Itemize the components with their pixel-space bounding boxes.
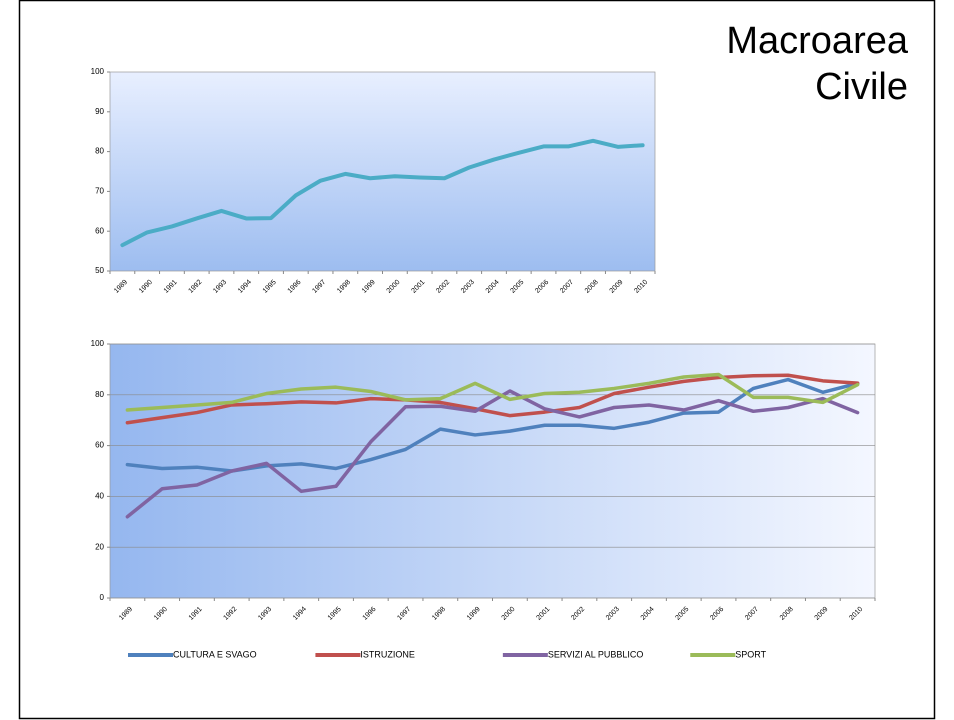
x-tick-label: 1993 [257,606,273,622]
y-tick-label: 60 [95,226,104,235]
x-tick-label: 2002 [435,279,451,295]
x-tick-label: 2010 [633,279,649,295]
x-tick-label: 1996 [287,279,303,295]
x-tick-label: 2004 [485,279,501,295]
x-tick-label: 1991 [163,279,179,295]
x-tick-label: 2010 [848,606,864,622]
x-tick-label: 1989 [118,606,134,622]
x-tick-label: 2006 [709,606,725,622]
y-tick-label: 0 [100,593,105,602]
x-tick-label: 1995 [262,279,278,295]
x-tick-label: 1996 [362,606,378,622]
x-tick-label: 1998 [336,279,352,295]
y-tick-label: 90 [95,107,104,116]
x-tick-label: 2009 [814,606,830,622]
x-tick-label: 1994 [292,606,308,622]
x-tick-label: 1999 [466,606,482,622]
y-tick-label: 50 [95,266,104,275]
series-line [125,372,860,412]
x-tick-label: 2004 [640,606,656,622]
x-tick-label: 1994 [237,279,253,295]
legend-label: CULTURA E SVAGO [173,649,257,659]
x-tick-label: 2005 [510,279,526,295]
y-tick-label: 20 [95,542,104,551]
legend-label: SERVIZI AL PUBBLICO [548,649,644,659]
y-tick-label: 40 [95,492,104,501]
x-tick-label: 1991 [188,606,204,622]
slide-title: Macroarea Civile [726,20,908,108]
y-tick-label: 70 [95,187,104,196]
x-tick-label: 2008 [779,606,795,622]
x-tick-label: 2006 [534,279,550,295]
slide-border [18,0,936,720]
y-tick-label: 60 [95,441,104,450]
x-tick-label: 1993 [212,279,228,295]
x-tick-label: 2001 [535,606,551,622]
x-tick-label: 1992 [187,279,203,295]
x-tick-label: 2007 [559,279,575,295]
x-tick-label: 2009 [609,279,625,295]
x-tick-label: 1998 [431,606,447,622]
x-tick-label: 1997 [311,279,327,295]
y-tick-label: 100 [91,339,105,348]
y-tick-label: 80 [95,147,104,156]
x-tick-label: 2001 [410,279,426,295]
x-tick-label: 1999 [361,279,377,295]
x-tick-label: 2000 [386,279,402,295]
legend-label: ISTRUZIONE [360,649,415,659]
x-tick-label: 2008 [584,279,600,295]
series-line [120,138,645,248]
x-tick-label: 2003 [460,279,476,295]
series-line [125,389,860,519]
x-tick-label: 1990 [138,279,154,295]
x-tick-label: 2002 [570,606,586,622]
legend-label: SPORT [735,649,766,659]
plot-area [109,71,656,272]
y-tick-label: 100 [91,67,105,76]
x-tick-label: 2000 [501,606,517,622]
x-tick-label: 2005 [675,606,691,622]
x-tick-label: 1995 [327,606,343,622]
x-tick-label: 1997 [396,606,412,622]
x-tick-label: 2003 [605,606,621,622]
x-tick-label: 2007 [744,606,760,622]
series-line [125,373,860,425]
x-tick-label: 1989 [113,279,129,295]
y-tick-label: 80 [95,390,104,399]
x-tick-label: 1990 [153,606,169,622]
x-tick-label: 1992 [222,606,238,622]
